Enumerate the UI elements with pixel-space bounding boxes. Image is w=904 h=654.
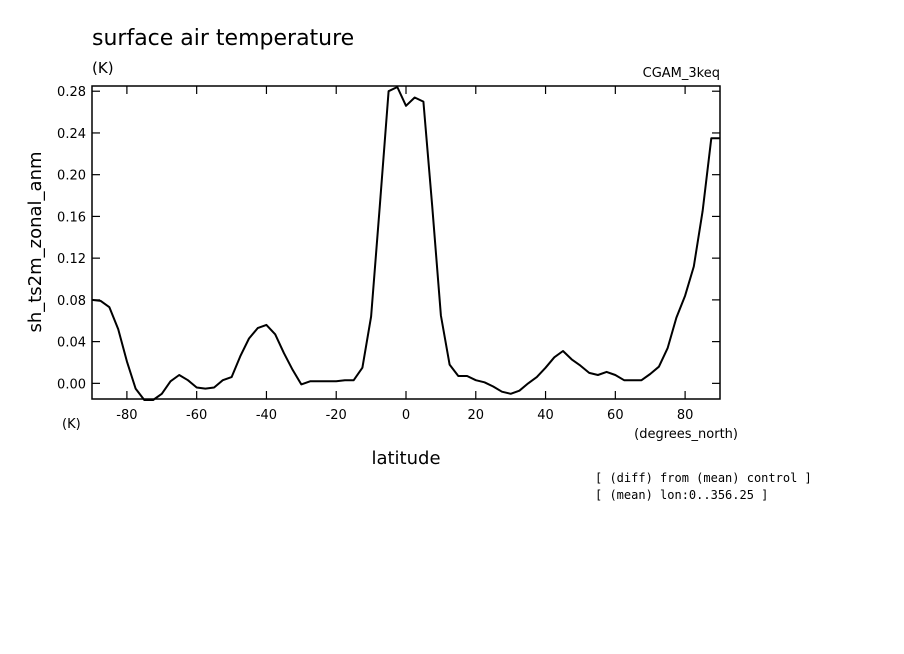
x-axis-label: latitude bbox=[371, 448, 440, 469]
x-tick-label: 60 bbox=[607, 408, 624, 423]
y-axis-ticks: 0.00 0.04 0.08 0.12 0.16 0.20 0.24 0.28 bbox=[57, 85, 720, 392]
y-axis-units: (K) bbox=[62, 417, 81, 432]
x-tick-label: -80 bbox=[116, 408, 137, 423]
note-mean: [ (mean) lon:0..356.25 ] bbox=[595, 488, 768, 502]
x-tick-label: -60 bbox=[186, 408, 207, 423]
x-tick-label: -40 bbox=[256, 408, 277, 423]
chart-title: surface air temperature bbox=[92, 26, 354, 51]
y-tick-label: 0.00 bbox=[57, 377, 86, 392]
series-line-surface-air-temperature bbox=[91, 86, 720, 401]
x-tick-label: 20 bbox=[468, 408, 485, 423]
x-tick-label: 80 bbox=[677, 408, 694, 423]
x-axis-ticks: -80 -60 -40 -20 0 20 40 60 80 bbox=[116, 86, 693, 423]
title-units: (K) bbox=[92, 59, 114, 77]
x-tick-label: 0 bbox=[402, 408, 410, 423]
y-tick-label: 0.04 bbox=[57, 336, 86, 351]
y-tick-label: 0.20 bbox=[57, 169, 86, 184]
x-axis-units: (degrees_north) bbox=[634, 427, 738, 442]
y-tick-label: 0.28 bbox=[57, 85, 86, 100]
note-diff: [ (diff) from (mean) control ] bbox=[595, 471, 812, 485]
y-axis-label: sh_ts2m_zonal_anm bbox=[25, 151, 46, 332]
experiment-label: CGAM_3keq bbox=[643, 66, 720, 81]
x-tick-label: 40 bbox=[537, 408, 554, 423]
x-tick-label: -20 bbox=[326, 408, 347, 423]
y-tick-label: 0.16 bbox=[57, 210, 86, 225]
plot-frame bbox=[91, 85, 721, 400]
y-tick-label: 0.12 bbox=[57, 252, 86, 267]
y-tick-label: 0.24 bbox=[57, 127, 86, 142]
y-tick-label: 0.08 bbox=[57, 294, 86, 309]
